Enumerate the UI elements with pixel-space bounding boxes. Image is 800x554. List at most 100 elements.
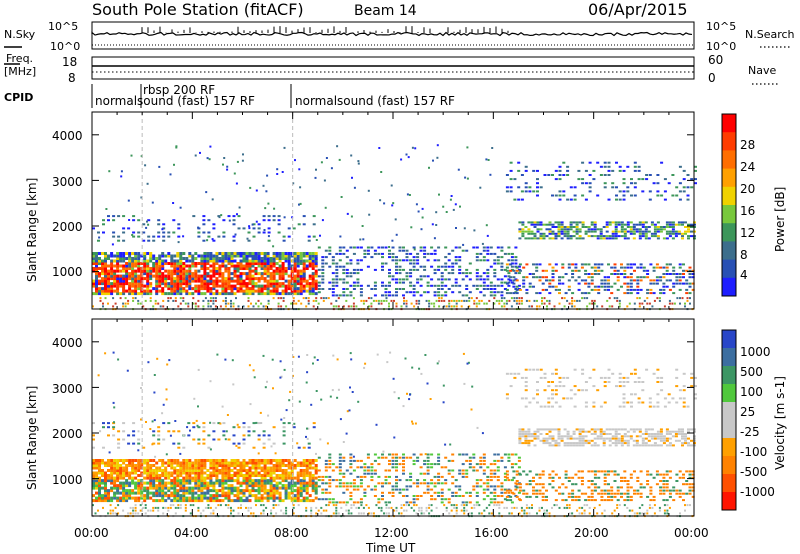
power-cell — [321, 281, 325, 284]
velocity-cell — [104, 479, 107, 483]
velocity-cell — [574, 473, 578, 476]
power-cell — [224, 277, 228, 281]
velocity-cell — [269, 496, 273, 500]
power-cell — [191, 279, 195, 283]
power-cell — [468, 299, 471, 302]
power-cell — [134, 252, 138, 255]
power-cell — [548, 228, 552, 231]
power-cell — [92, 259, 95, 263]
velocity-cell — [461, 472, 465, 475]
velocity-cell — [257, 489, 261, 493]
power-cell — [251, 252, 255, 255]
velocity-cell — [278, 481, 282, 485]
power-cell — [194, 284, 198, 288]
velocity-cell — [545, 437, 549, 440]
velocity-cell — [179, 471, 183, 475]
velocity-cell — [203, 464, 207, 467]
power-cell — [533, 237, 537, 240]
velocity-cell — [296, 474, 300, 477]
power-cell — [137, 231, 141, 234]
power-cell — [212, 269, 216, 273]
velocity-cell — [419, 466, 423, 469]
velocity-cell — [426, 456, 430, 459]
velocity-cell — [275, 474, 279, 477]
power-cell — [373, 284, 377, 287]
power-cell — [161, 274, 165, 278]
power-cell — [574, 266, 578, 269]
velocity-cell — [173, 489, 177, 493]
power-cell — [403, 297, 405, 300]
power-cell — [254, 254, 258, 258]
power-cell — [269, 284, 273, 288]
velocity-cell — [384, 482, 388, 485]
velocity-cell — [662, 480, 666, 482]
velocity-cell — [125, 489, 129, 493]
power-cell — [162, 227, 166, 230]
power-cell — [131, 264, 135, 268]
power-cell — [600, 282, 604, 285]
power-cell — [311, 277, 315, 281]
velocity-cell — [197, 499, 201, 503]
power-cell — [299, 279, 303, 283]
power-cell — [472, 246, 476, 249]
velocity-cell — [218, 484, 222, 488]
power-cell — [248, 262, 252, 265]
power-cell — [262, 215, 266, 218]
power-cell — [142, 231, 146, 234]
velocity-cell — [98, 459, 101, 462]
power-cell — [620, 226, 624, 228]
velocity-cell — [239, 469, 243, 472]
power-cell — [174, 299, 177, 302]
power-cell — [227, 254, 231, 258]
velocity-cell — [176, 481, 180, 485]
power-cell — [507, 246, 511, 249]
velocity-cell — [251, 474, 255, 477]
velocity-cell — [212, 499, 216, 503]
power-cell — [284, 292, 288, 296]
power-cell — [659, 230, 663, 233]
power-cell — [512, 276, 516, 279]
power-cell — [677, 230, 681, 233]
velocity-cell — [296, 486, 300, 490]
power-cell — [536, 305, 538, 308]
velocity-cell — [146, 476, 150, 480]
power-cell — [321, 219, 324, 222]
power-cbar-label: Power [dB] — [773, 187, 787, 252]
power-cell — [174, 297, 177, 300]
power-cell — [629, 285, 633, 288]
power-cell — [545, 223, 549, 226]
power-cell — [571, 302, 574, 305]
velocity-cell — [203, 496, 207, 500]
velocity-cell — [203, 461, 207, 465]
power-cell — [164, 262, 168, 265]
power-cell — [290, 269, 294, 273]
velocity-cell — [104, 474, 107, 477]
power-cell — [356, 272, 360, 275]
power-cell — [284, 269, 288, 273]
power-cell — [577, 276, 581, 279]
power-cell — [102, 219, 105, 222]
power-cell — [144, 299, 147, 302]
power-cell — [131, 274, 135, 278]
power-cell — [362, 299, 365, 302]
velocity-cell — [95, 464, 98, 467]
power-cell — [620, 266, 623, 269]
power-cell — [95, 287, 98, 291]
power-cell — [116, 257, 120, 260]
power-cell — [220, 214, 223, 217]
velocity-cell — [194, 484, 198, 488]
power-cell — [393, 299, 395, 302]
power-cell — [252, 227, 256, 230]
power-cell — [254, 259, 258, 263]
power-cell — [167, 262, 171, 265]
velocity-cell — [302, 464, 306, 467]
power-cell — [245, 287, 249, 291]
power-cell — [489, 252, 493, 255]
velocity-cell — [503, 466, 507, 469]
power-cell — [149, 274, 153, 278]
power-cell — [653, 228, 657, 231]
velocity-cell — [98, 494, 101, 498]
velocity-cell — [224, 461, 228, 465]
power-cell — [157, 235, 161, 238]
velocity-cell — [655, 483, 659, 486]
